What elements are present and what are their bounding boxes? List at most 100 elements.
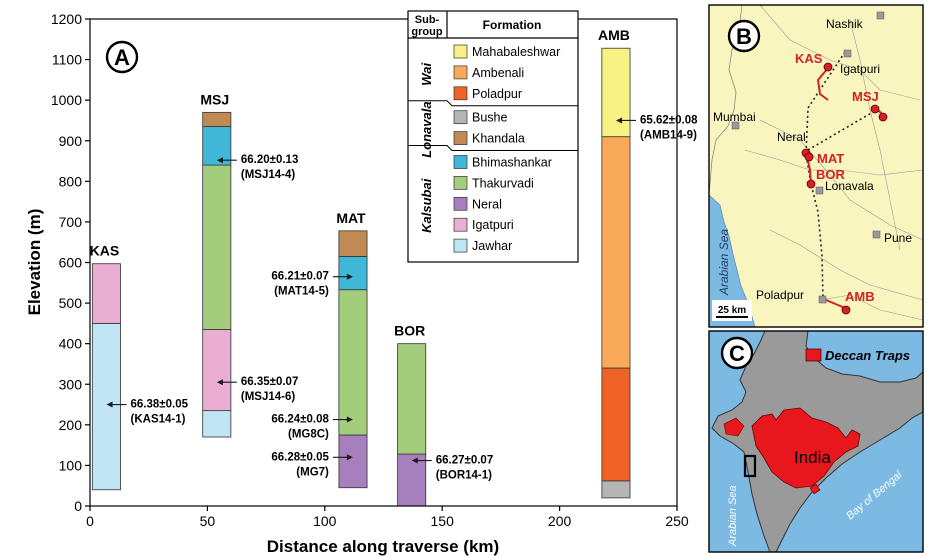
legend-label-igatpuri: Igatpuri xyxy=(472,218,514,232)
y-tick-label-400: 400 xyxy=(59,336,83,352)
segment-amb-bushe xyxy=(601,480,631,499)
legend-label-bushe: Bushe xyxy=(472,111,507,125)
date-age-5: 66.28±0.05 xyxy=(271,451,329,463)
date-annotations: 66.38±0.05 (KAS14-1) 66.20±0.13 (MSJ14-4) 66… xyxy=(106,114,698,482)
legend-header-subgroup-line1: Sub- xyxy=(415,14,440,26)
section-label-kas: KAS xyxy=(90,243,120,259)
segment-amb-ambenali xyxy=(601,136,631,369)
panel-b-label-circle xyxy=(727,19,761,53)
map-b-place-igatpuri: Igatpuri xyxy=(840,62,880,76)
y-axis-label: Elevation (m) xyxy=(25,209,44,316)
panel-a-label: A xyxy=(114,45,130,70)
legend-swatch-bushe xyxy=(453,110,468,125)
map-c-arabian-sea-label: Arabian Sea xyxy=(727,485,739,547)
map-b-river-3 xyxy=(769,229,924,301)
legend-swatch-bhimashankar xyxy=(453,155,468,169)
y-tick-label-1000: 1000 xyxy=(51,92,82,108)
map-c-deccan-traps xyxy=(751,407,861,489)
map-b-road-3 xyxy=(819,294,924,321)
map-b-marker-mat xyxy=(804,152,814,162)
y-tick-label-1100: 1100 xyxy=(52,52,82,68)
panel-a-label-circle xyxy=(105,40,139,74)
map-b-town-mumbai xyxy=(731,121,740,130)
segment-msj-jawhar xyxy=(202,410,232,438)
y-tick-label-800: 800 xyxy=(59,173,83,189)
map-b-section-label-mat: MAT xyxy=(817,151,844,166)
date-arrow-head-1 xyxy=(216,157,223,164)
legend-header-subgroup-line2: group xyxy=(411,26,442,38)
map-b-town-nashik xyxy=(876,11,885,20)
segment-bor-neral xyxy=(397,453,427,507)
map-b-section-label-msj: MSJ xyxy=(852,89,879,104)
map-b-scale-label: 25 km xyxy=(718,305,746,316)
date-age-3: 66.21±0.07 xyxy=(271,271,328,283)
date-sample-1: (MSJ14-4) xyxy=(241,169,295,181)
legend-label-poladpur: Poladpur xyxy=(472,87,522,101)
date-age-1: 66.20±0.13 xyxy=(241,154,298,166)
legend-rows: Mahabaleshwar Ambenali Poladpur Wai Bushe Kha… xyxy=(408,44,578,253)
map-b-scale-background xyxy=(712,300,752,321)
legend-swatch-jawhar xyxy=(453,238,468,253)
plot-frame xyxy=(89,18,678,507)
section-label-mat: MAT xyxy=(336,210,366,226)
map-c-outlier-traps xyxy=(809,483,821,495)
map-b-place-pune: Pune xyxy=(884,231,912,245)
date-sample-3: (MAT14-5) xyxy=(274,286,329,298)
date-age-7: 65.62±0.08 xyxy=(640,114,698,126)
date-sample-0: (KAS14-1) xyxy=(131,414,186,426)
date-age-6: 66.27±0.07 xyxy=(436,455,493,467)
map-b-place-lonavala: Lonavala xyxy=(825,179,874,193)
legend-subgroup-wai: Wai xyxy=(419,63,434,86)
y-tick-label-700: 700 xyxy=(59,214,83,230)
panel-c-label-circle xyxy=(720,336,754,370)
legend-swatch-ambenali xyxy=(453,65,468,80)
map-b-background xyxy=(709,5,923,327)
map-b-section-amb xyxy=(825,299,846,309)
legend-swatch-thakurvadi xyxy=(453,176,468,190)
date-age-0: 66.38±0.05 xyxy=(131,399,189,411)
map-c-study-area-box xyxy=(743,454,757,478)
date-sample-7: (AMB14-9) xyxy=(640,129,697,141)
segment-amb-mahabaleshwar xyxy=(601,47,631,138)
y-tick-label-300: 300 xyxy=(59,376,83,392)
y-tick-label-500: 500 xyxy=(59,295,83,311)
x-tick-label-50: 50 xyxy=(200,513,216,529)
map-c-frame xyxy=(708,330,924,553)
segment-msj-igatpuri xyxy=(202,329,232,412)
legend-label-bhimashankar: Bhimashankar xyxy=(472,156,552,170)
map-b-place-neral: Neral xyxy=(777,130,806,144)
x-tick-label-100: 100 xyxy=(313,513,337,529)
section-columns: KAS MSJ MAT BOR AMB xyxy=(90,27,631,507)
panel-c-label: C xyxy=(729,341,745,366)
date-arrow-head-3 xyxy=(346,273,353,280)
date-arrow-head-7 xyxy=(616,117,623,124)
date-arrow-head-4 xyxy=(346,416,353,423)
legend-group-divider-0 xyxy=(408,100,578,107)
legend-swatch-neral xyxy=(453,196,468,211)
y-tick-label-200: 200 xyxy=(59,417,83,433)
panel-b-label: B xyxy=(736,24,752,49)
legend-swatch-khandala xyxy=(453,131,468,145)
map-b-frame xyxy=(708,4,924,328)
map-b-section-label-amb: AMB xyxy=(845,289,875,304)
y-tick-label-0: 0 xyxy=(74,498,82,514)
map-b-marker-amb xyxy=(841,305,851,315)
segment-mat-khandala xyxy=(338,230,368,257)
segment-amb-poladpur xyxy=(601,367,631,482)
date-sample-5: (MG7) xyxy=(296,466,329,478)
formation-legend: Sub- group Formation Mahabaleshwar Ambena… xyxy=(407,10,579,263)
map-b-road-2 xyxy=(849,19,901,251)
map-b-section-kas xyxy=(816,67,829,101)
section-label-amb: AMB xyxy=(598,27,630,43)
x-tick-label-0: 0 xyxy=(86,513,94,529)
map-c-legend-text: Deccan Traps xyxy=(825,348,910,363)
map-b-marker-msj-2 xyxy=(878,112,888,122)
y-tick-label-600: 600 xyxy=(59,255,83,271)
date-sample-2: (MSJ14-6) xyxy=(241,391,295,403)
legend-swatch-igatpuri xyxy=(453,217,468,232)
legend-swatch-mahabaleshwar xyxy=(453,44,468,59)
legend-swatch-poladpur xyxy=(453,86,468,101)
map-c-legend-swatch xyxy=(805,348,822,362)
